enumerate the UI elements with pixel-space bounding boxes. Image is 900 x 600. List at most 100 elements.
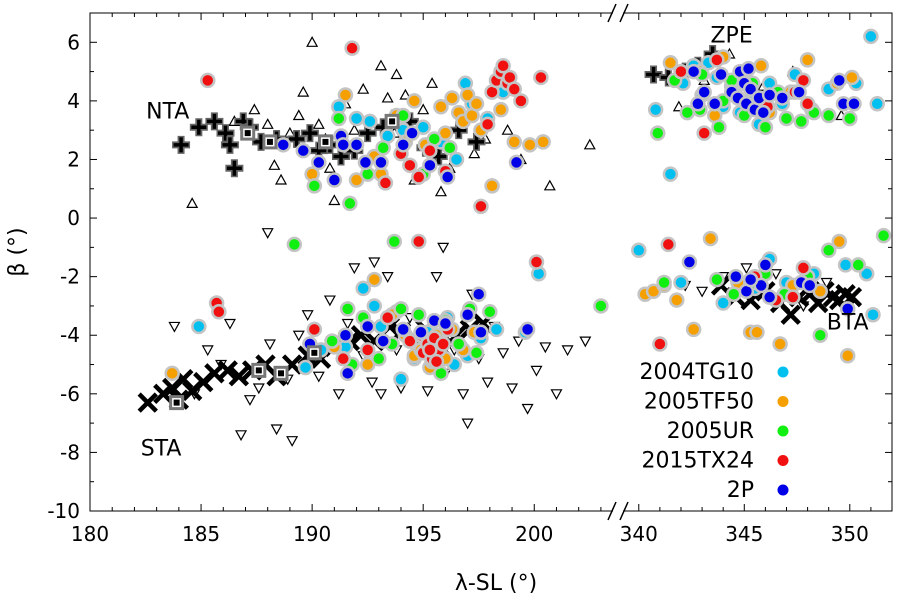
annotation-nta: NTA <box>146 99 189 124</box>
point-2004tg10 <box>863 28 879 45</box>
sta-triangle-point <box>430 272 443 283</box>
point-2005ur <box>339 301 356 317</box>
legend-swatch <box>777 455 789 466</box>
legend-label: 2004TG10 <box>640 360 754 385</box>
x-axis: 180 185 190 195 200 340 345 350 <box>71 13 893 546</box>
legend-entry: 2004TG10 <box>640 360 789 385</box>
nta-triangle-point <box>583 138 596 150</box>
nta-triangle-point <box>275 173 288 185</box>
annotation-zpe: ZPE <box>710 23 752 48</box>
point-2005ur <box>793 113 810 130</box>
point-2005ur <box>342 195 358 212</box>
point-2005ur <box>286 236 303 253</box>
point-2005tf50 <box>506 134 523 150</box>
point-2p <box>295 142 311 159</box>
legend-swatch <box>777 366 789 378</box>
y-tick-label: -6 <box>60 382 80 406</box>
point-2005tf50 <box>459 87 476 103</box>
point-2004tg10 <box>673 274 689 291</box>
square-markers-point-core <box>322 138 329 145</box>
point-2005tf50 <box>522 137 538 153</box>
point-2p <box>470 286 487 302</box>
sta-triangle-point <box>512 336 525 348</box>
point-2p <box>774 90 791 106</box>
nta-triangle-point <box>186 197 199 209</box>
point-2005ur <box>842 110 858 127</box>
point-2p <box>339 365 356 382</box>
annotations: NTA STA ZPE BTA <box>141 23 869 461</box>
point-2004tg10 <box>448 151 465 168</box>
point-2005tf50 <box>839 347 856 364</box>
point-2004tg10 <box>715 295 731 311</box>
point-2p <box>728 268 744 285</box>
legend-entry: 2005UR <box>667 419 789 444</box>
nta-cross-point-core <box>289 131 305 147</box>
point-2005ur <box>656 274 672 291</box>
point-2p <box>681 254 698 270</box>
point-2p <box>335 137 351 153</box>
point-2004tg10 <box>191 318 207 335</box>
sta-triangle-point <box>270 424 283 436</box>
point-2015tx24 <box>528 254 545 270</box>
point-2005ur <box>709 271 725 288</box>
legend-swatch <box>777 484 789 496</box>
point-2005tf50 <box>831 233 847 250</box>
nta-cross-point-core <box>217 125 233 141</box>
sta-cross-point <box>137 392 158 413</box>
point-2005ur <box>820 242 837 259</box>
sta-triangle-point <box>461 418 474 430</box>
sta-triangle-point <box>769 269 782 280</box>
point-2p <box>761 289 778 305</box>
point-2004tg10 <box>837 257 854 273</box>
point-2005ur <box>468 345 485 361</box>
sta-triangle-point <box>348 263 361 275</box>
sta-cross-point <box>217 360 238 381</box>
point-2005ur <box>812 327 829 343</box>
point-2015tx24 <box>359 342 376 358</box>
nta-triangle-point <box>357 82 370 94</box>
sta-triangle-point <box>323 295 336 307</box>
nta-cross-point-core <box>206 113 222 129</box>
legend: 2004TG10 2005TF50 2005UR 2015TX24 2P <box>640 360 789 503</box>
sta-triangle-point <box>421 386 434 398</box>
point-2015tx24 <box>709 52 725 68</box>
y-tick-label: 0 <box>67 206 80 230</box>
sta-triangle-point <box>292 330 305 342</box>
sta-triangle-point <box>820 277 833 289</box>
legend-label: 2015TX24 <box>642 449 755 474</box>
sta-triangle-point <box>261 228 274 239</box>
data-marks <box>137 28 892 447</box>
point-2p <box>690 96 706 112</box>
sta-triangle-point <box>381 272 394 283</box>
sta-triangle-point <box>497 348 510 360</box>
point-2015tx24 <box>533 69 549 86</box>
sta-cross-point <box>228 366 250 387</box>
point-2p <box>326 172 343 188</box>
sta-triangle-point <box>286 436 299 447</box>
point-2p <box>801 277 818 294</box>
legend-swatch <box>777 425 789 437</box>
point-2p <box>373 154 389 171</box>
point-2p <box>519 321 536 338</box>
point-2005ur <box>593 298 609 314</box>
legend-entry: 2P <box>727 478 789 503</box>
point-2015tx24 <box>402 157 418 174</box>
point-2004tg10 <box>869 96 885 112</box>
point-2005tf50 <box>669 292 685 308</box>
sta-triangle-point <box>457 389 470 401</box>
point-2015tx24 <box>410 233 427 250</box>
point-2005tf50 <box>366 271 383 288</box>
nta-triangle-point <box>268 159 281 170</box>
nta-triangle-point <box>501 123 514 135</box>
x-tick-label: 185 <box>182 522 220 546</box>
x-tick-label: 345 <box>725 522 763 546</box>
legend-entry: 2005TF50 <box>644 390 789 415</box>
y-axis: -10 -8 -6 -4 -2 0 2 4 6 <box>47 30 892 523</box>
point-2p <box>685 63 702 80</box>
point-2015tx24 <box>306 321 323 338</box>
point-2p <box>422 157 438 174</box>
point-2004tg10 <box>355 280 371 297</box>
x-tick-label: 350 <box>831 522 869 546</box>
sta-triangle-point <box>243 395 256 406</box>
point-2005tf50 <box>444 90 460 106</box>
